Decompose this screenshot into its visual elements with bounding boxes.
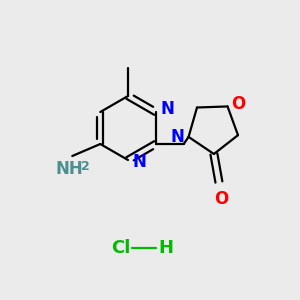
Text: O: O	[214, 190, 228, 208]
Text: N: N	[133, 153, 147, 171]
Text: 2: 2	[81, 160, 90, 173]
Text: Cl: Cl	[111, 239, 130, 257]
Text: N: N	[171, 128, 184, 146]
Text: O: O	[232, 95, 246, 113]
Text: N: N	[161, 100, 175, 118]
Text: NH: NH	[56, 160, 83, 178]
Text: H: H	[158, 239, 173, 257]
